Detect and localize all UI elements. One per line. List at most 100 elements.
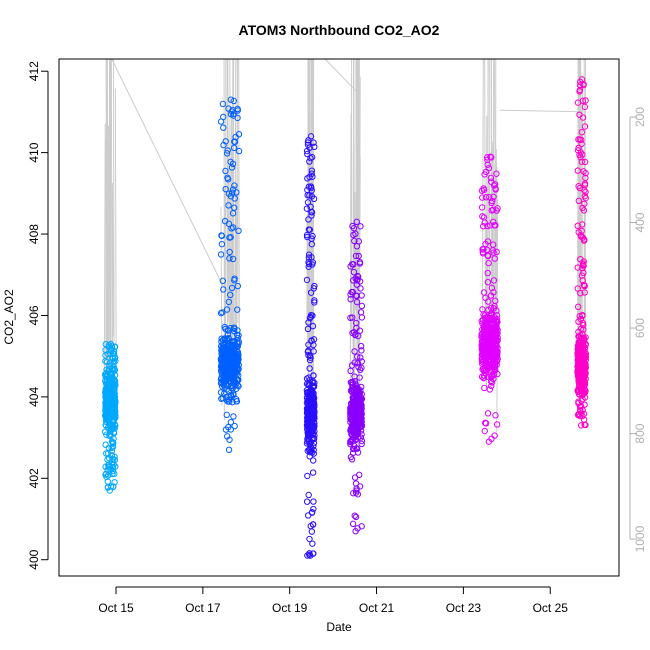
data-point-series-5 [492,185,499,192]
data-point-series-5 [481,348,489,356]
data-point-series-2 [220,348,228,355]
data-point-series-3 [311,143,318,151]
data-point-series-2 [217,251,225,258]
data-point-series-6 [581,181,589,189]
data-point-series-4 [354,359,362,367]
secondary-y-tick-label: 400 [633,212,647,232]
data-point-series-6 [576,347,584,354]
data-point-series-6 [574,264,581,271]
data-point-series-4 [357,414,365,421]
data-point-series-6 [581,394,589,401]
data-point-series-2 [231,182,238,189]
data-point-series-2 [224,331,232,338]
data-point-series-3 [305,254,313,261]
data-point-series-6 [581,289,588,296]
data-point-series-6 [574,99,582,106]
data-point-series-5 [480,346,487,354]
data-point-series-5 [491,432,498,439]
data-point-series-2 [230,352,238,360]
data-point-series-4 [352,513,360,521]
data-point-series-6 [582,97,589,104]
x-tick-label: Oct 17 [185,601,221,615]
data-point-series-4 [358,364,365,372]
data-point-series-6 [582,194,589,202]
data-point-series-1 [106,431,114,438]
data-point-series-3 [310,505,317,513]
y-axis-label: CO2_AO2 [2,289,16,345]
data-point-series-5 [479,248,486,256]
data-point-series-6 [582,369,589,376]
data-point-series-5 [492,331,500,338]
secondary-series-spike [486,58,489,362]
data-point-series-1 [103,450,110,457]
data-point-series-3 [306,314,314,322]
data-point-series-1 [106,487,113,494]
data-point-series-3 [309,402,316,410]
data-point-series-6 [579,407,586,414]
data-point-series-2 [221,217,229,225]
data-point-series-2 [231,138,238,145]
data-point-series-5 [488,314,496,322]
data-point-series-2 [219,100,227,108]
data-point-series-6 [579,312,586,319]
data-point-series-2 [231,275,238,282]
data-point-series-2 [234,282,242,290]
data-point-series-3 [310,498,317,505]
data-point-series-1 [107,432,115,439]
data-point-series-4 [358,347,365,354]
data-point-series-6 [578,227,585,235]
data-point-series-2 [220,141,227,149]
data-point-series-5 [490,182,498,189]
data-point-series-3 [306,535,313,543]
data-point-series-2 [231,195,238,202]
data-point-series-5 [479,213,486,220]
data-point-series-1 [102,388,109,395]
data-point-series-3 [303,205,311,212]
secondary-series-spike [312,58,315,379]
data-point-series-5 [487,292,495,299]
data-point-series-2 [231,325,238,333]
data-point-series-3 [309,261,316,268]
data-point-series-3 [308,509,316,516]
data-point-series-4 [349,277,357,284]
secondary-y-tick-label: 200 [633,107,647,127]
data-point-series-4 [358,440,365,448]
data-point-series-4 [357,285,364,292]
x-tick-label: Oct 15 [98,601,134,615]
data-point-series-6 [577,362,584,370]
secondary-y-tick-label: 800 [633,423,647,443]
data-point-series-6 [576,82,584,89]
data-point-series-6 [575,399,582,407]
data-point-series-6 [581,158,589,166]
data-point-series-2 [234,381,241,389]
data-point-series-2 [218,335,225,342]
data-point-series-5 [480,374,487,382]
data-point-series-2 [225,105,232,112]
data-point-series-1 [103,358,111,366]
data-point-series-4 [353,413,360,421]
data-point-series-3 [307,522,314,530]
data-point-series-2 [219,378,227,385]
data-point-series-1 [109,373,116,381]
data-point-series-5 [491,255,498,262]
data-point-series-5 [490,316,498,323]
data-point-series-1 [111,399,119,407]
data-point-series-2 [233,396,240,403]
data-point-series-1 [109,470,116,478]
data-point-series-3 [311,379,318,387]
data-point-series-4 [356,374,363,381]
data-point-series-4 [350,268,358,276]
data-point-series-6 [581,200,588,207]
data-point-series-5 [482,294,489,302]
data-point-series-2 [218,395,225,402]
data-point-series-4 [358,292,365,299]
data-point-series-2 [235,356,242,363]
data-point-series-2 [225,202,232,209]
data-point-series-6 [575,358,583,365]
data-point-series-3 [307,380,314,388]
data-point-series-2 [227,418,235,426]
data-point-series-2 [217,309,225,317]
data-point-series-1 [108,377,116,384]
data-point-series-6 [576,360,583,368]
